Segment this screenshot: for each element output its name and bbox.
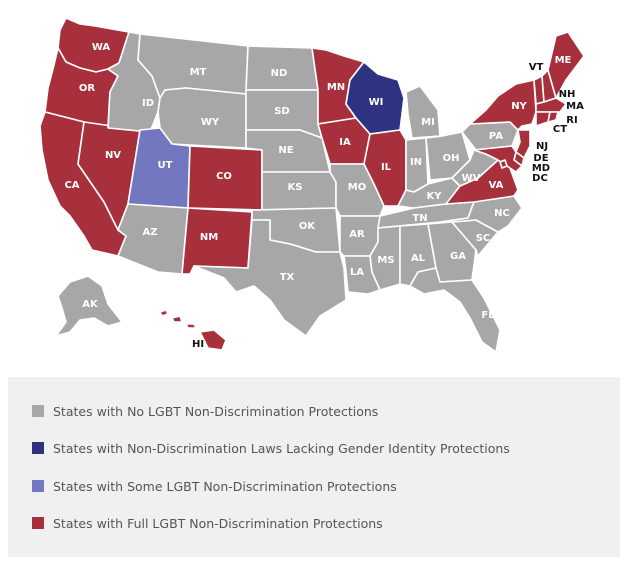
label-MA: MA [566, 101, 584, 112]
label-LA: LA [350, 267, 364, 278]
label-HI: HI [192, 339, 204, 350]
label-MI: MI [421, 117, 435, 128]
label-NC: NC [494, 208, 510, 219]
legend-label-none: States with No LGBT Non-Discrimination P… [53, 403, 379, 419]
legend-item-full: States with Full LGBT Non-Discrimination… [32, 515, 383, 531]
state-HI[interactable] [159, 309, 227, 351]
legend-label-some: States with Some LGBT Non-Discrimination… [53, 478, 397, 494]
label-AR: AR [349, 229, 365, 240]
map-legend: States with No LGBT Non-Discrimination P… [8, 377, 620, 557]
label-NJ: NJ [536, 141, 548, 152]
legend-swatch-some [32, 480, 44, 492]
label-IN: IN [410, 157, 422, 168]
label-CO: CO [216, 171, 232, 182]
label-VT: VT [529, 62, 544, 73]
legend-label-partial: States with Non-Discrimination Laws Lack… [53, 440, 510, 456]
label-SC: SC [476, 233, 491, 244]
label-MT: MT [190, 67, 207, 78]
label-NY: NY [511, 101, 527, 112]
label-AZ: AZ [143, 227, 158, 238]
label-RI: RI [566, 115, 577, 126]
state-NC[interactable] [439, 195, 523, 233]
label-AK: AK [82, 299, 99, 310]
label-PA: PA [489, 131, 503, 142]
label-AL: AL [411, 253, 426, 264]
label-SD: SD [274, 106, 290, 117]
label-ND: ND [271, 68, 288, 79]
label-KY: KY [427, 191, 443, 202]
label-DE: DE [533, 153, 548, 164]
legend-swatch-none [32, 405, 44, 417]
label-MD: MD [532, 163, 550, 174]
us-map-svg: WA OR CA NV ID MT WY UT CO AZ NM ND SD N… [39, 17, 585, 353]
state-DC[interactable] [499, 159, 508, 169]
label-UT: UT [158, 160, 173, 171]
legend-swatch-full [32, 517, 44, 529]
legend-swatch-partial [32, 442, 44, 454]
label-ME: ME [555, 55, 572, 66]
label-NV: NV [105, 150, 121, 161]
state-MI[interactable] [405, 85, 441, 139]
label-CT: CT [553, 124, 567, 135]
label-OH: OH [443, 153, 460, 164]
label-CA: CA [64, 180, 79, 191]
label-NH: NH [559, 89, 576, 100]
label-WY: WY [201, 117, 220, 128]
label-WV: WV [462, 173, 481, 184]
label-NE: NE [278, 145, 293, 156]
label-IA: IA [339, 137, 351, 148]
state-AZ[interactable] [117, 203, 189, 275]
label-MO: MO [348, 182, 366, 193]
us-map: WA OR CA NV ID MT WY UT CO AZ NM ND SD N… [39, 17, 585, 353]
state-MD[interactable] [473, 145, 523, 173]
legend-item-some: States with Some LGBT Non-Discrimination… [32, 478, 397, 494]
label-MN: MN [327, 82, 345, 93]
label-TN: TN [412, 213, 427, 224]
label-VA: VA [489, 180, 504, 191]
label-KS: KS [288, 182, 303, 193]
state-AK[interactable] [55, 275, 123, 337]
label-DC: DC [532, 173, 548, 184]
state-TX[interactable] [193, 219, 347, 337]
label-TX: TX [280, 272, 295, 283]
label-MS: MS [377, 255, 394, 266]
legend-item-none: States with No LGBT Non-Discrimination P… [32, 403, 378, 419]
label-FL: FL [481, 310, 495, 321]
label-NM: NM [200, 232, 218, 243]
label-OK: OK [299, 221, 317, 232]
label-ID: ID [142, 98, 154, 109]
label-WA: WA [92, 42, 111, 53]
legend-label-full: States with Full LGBT Non-Discrimination… [53, 515, 383, 531]
label-IL: IL [381, 162, 392, 173]
state-FL[interactable] [409, 267, 501, 353]
state-RI[interactable] [547, 111, 559, 123]
label-GA: GA [450, 251, 466, 262]
label-OR: OR [79, 83, 96, 94]
legend-item-partial: States with Non-Discrimination Laws Lack… [32, 440, 510, 456]
label-WI: WI [369, 97, 384, 108]
